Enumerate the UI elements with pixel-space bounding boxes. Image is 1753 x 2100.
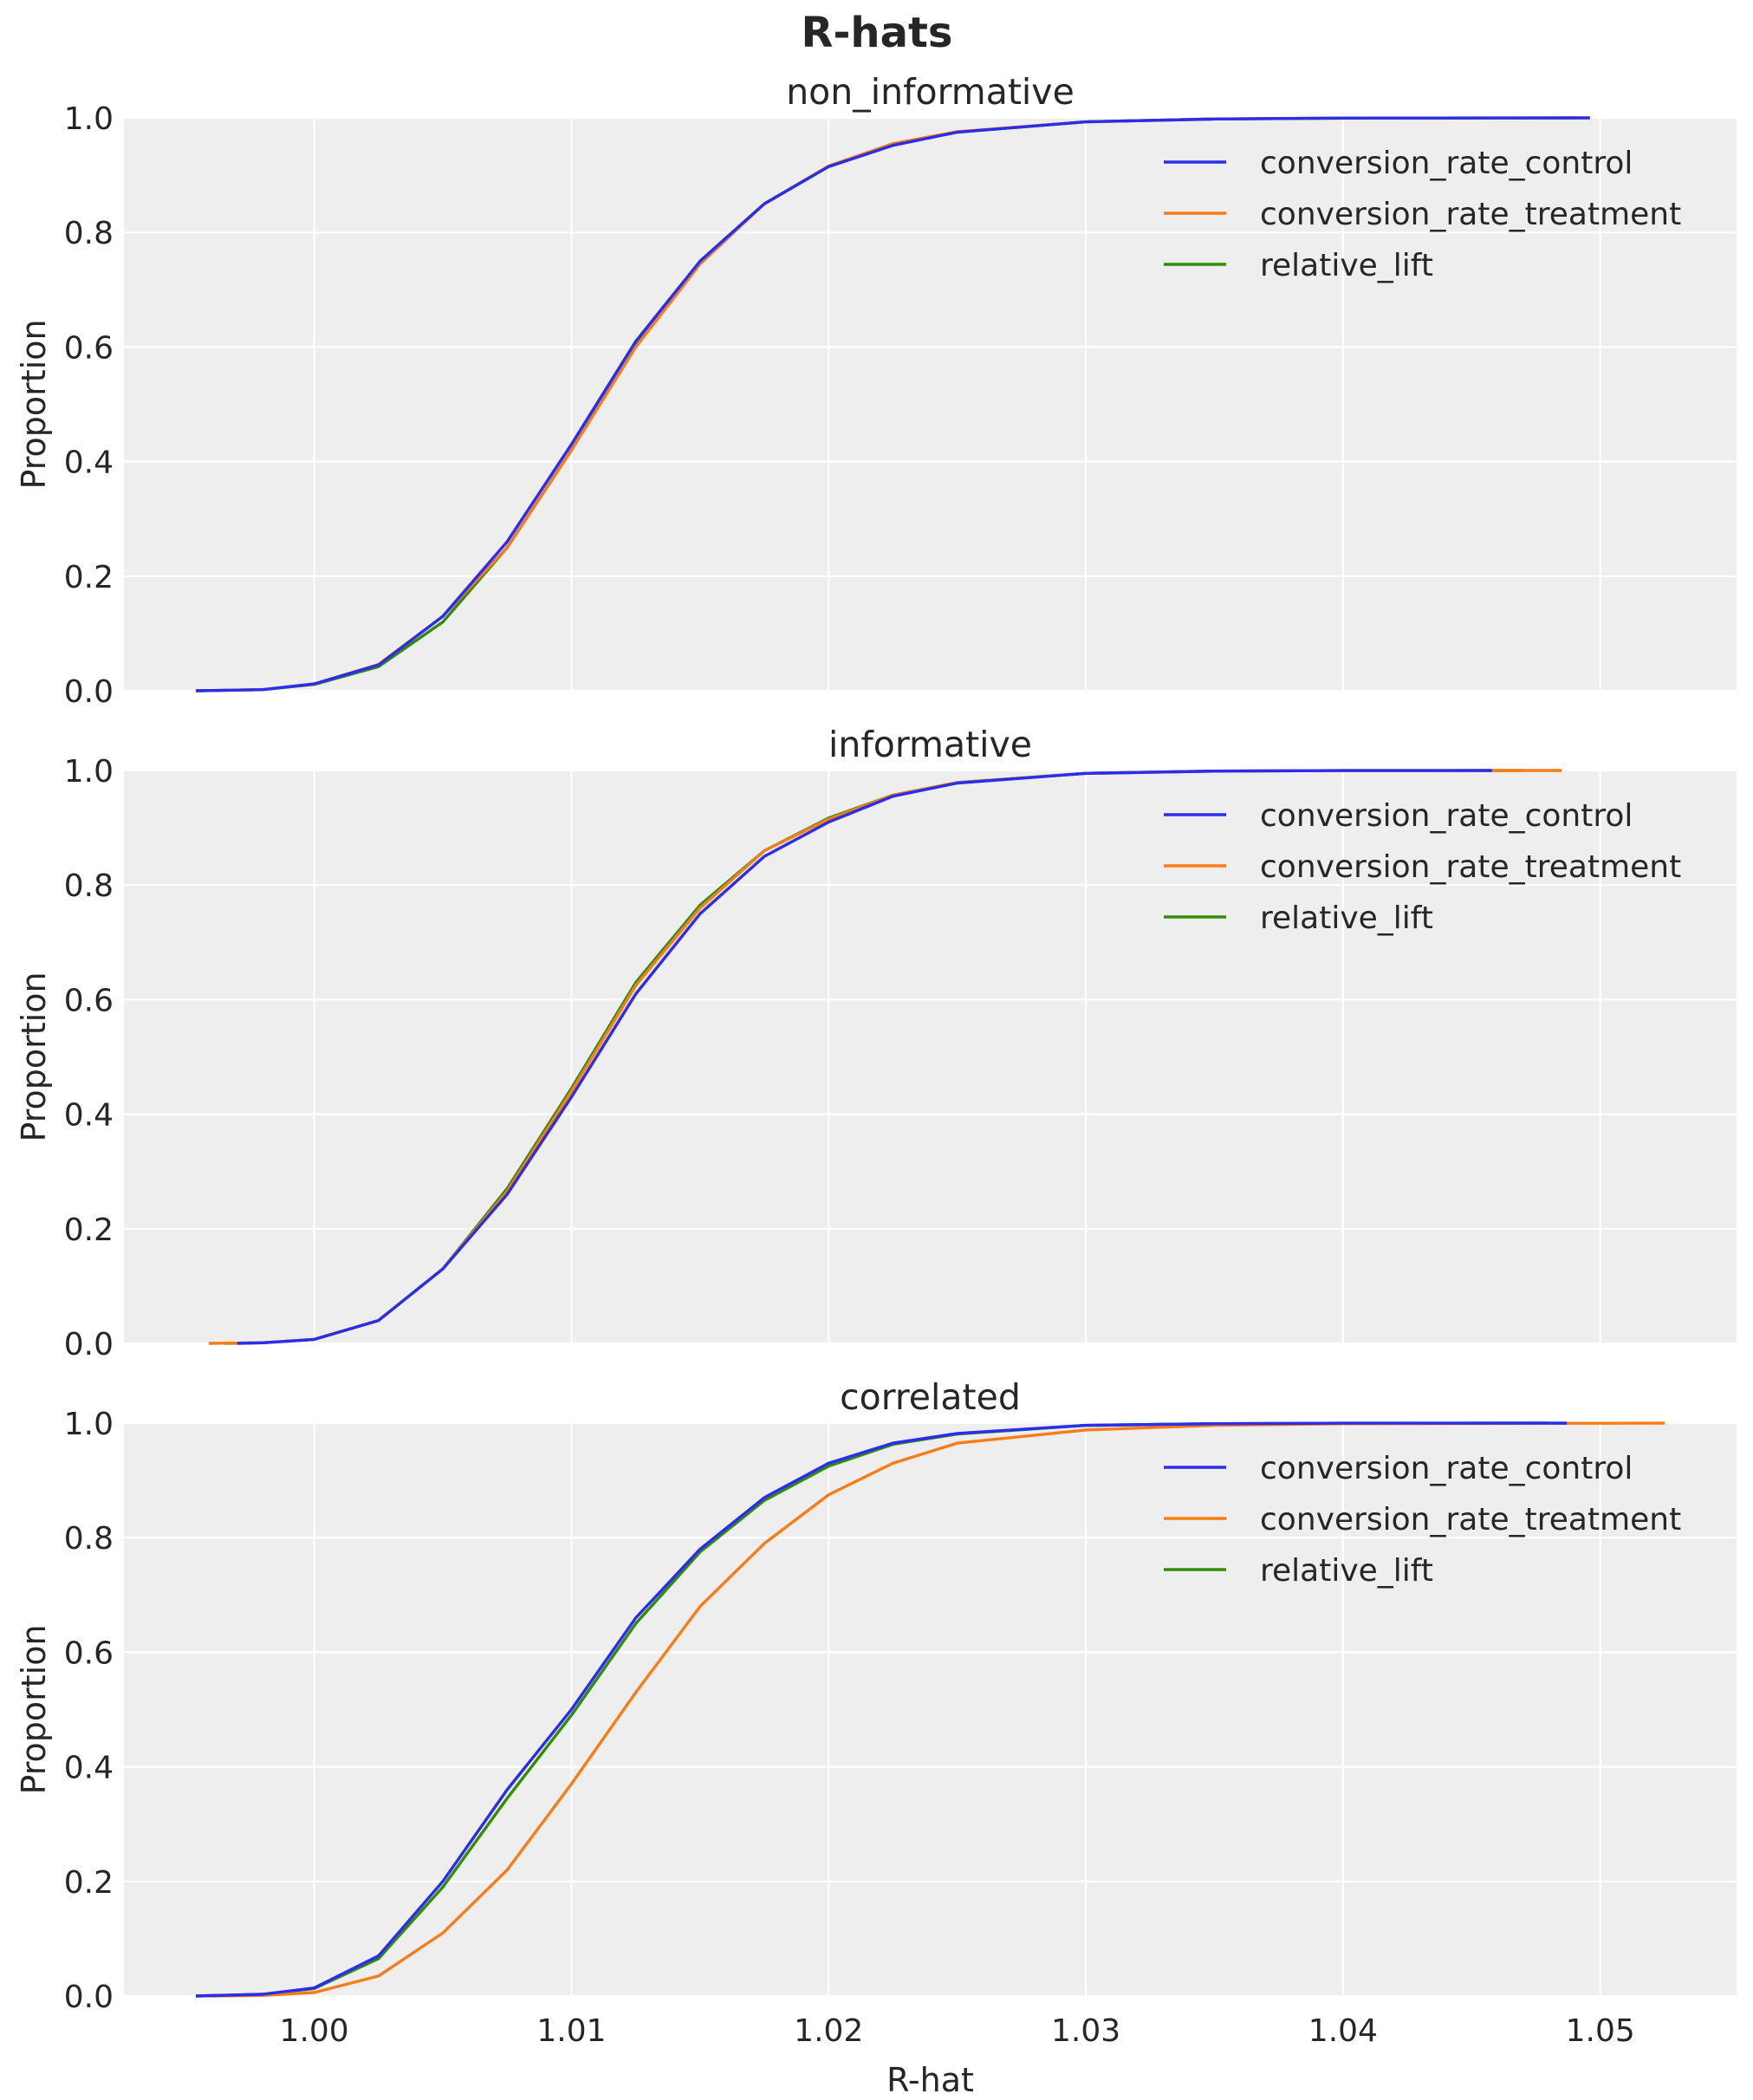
panel-correlated: 0.0 0.2 0.4 0.6 0.8 1.0 1.00 1.01 1.02 1.03 1.04 1.… [15,1376,1737,2099]
x-tick-label: 1.03 [1051,2013,1120,2049]
y-tick-label: 0.2 [64,1865,114,1901]
x-tick-label: 1.02 [794,2013,863,2049]
legend-label: conversion_rate_treatment [1260,1502,1681,1538]
legend-label: relative_lift [1260,1553,1433,1589]
y-tick-label: 1.0 [64,101,114,137]
figure-title: R-hats [802,9,953,57]
y-tick-label: 0.6 [64,983,114,1018]
y-tick-label: 0.4 [64,1098,114,1134]
y-tick-label: 0.0 [64,1980,114,2015]
y-tick-label: 0.4 [64,1751,114,1786]
series-line-conversion-rate-control [196,116,1590,692]
plot-area [124,770,1737,1343]
y-tick-label: 1.0 [64,754,114,790]
y-tick-label: 0.8 [64,868,114,904]
series-line-conversion-rate-control [237,769,1493,1345]
plot-area [124,1423,1737,1996]
y-tick-label: 0.2 [64,1213,114,1248]
y-tick-label: 0.0 [64,674,114,710]
panel-title: correlated [840,1376,1021,1418]
legend: conversion_rate_control conversion_rate_t… [1164,798,1681,936]
y-axis-label: Proportion [15,1624,53,1794]
x-tick-label: 1.05 [1566,2013,1635,2049]
panel-non-informative: 0.0 0.2 0.4 0.6 0.8 1.0 non_informative Proport… [15,71,1737,710]
legend: conversion_rate_control conversion_rate_t… [1164,146,1681,283]
y-tick-label: 0.8 [64,1521,114,1557]
y-tick-label: 0.2 [64,560,114,595]
panel-informative: 0.0 0.2 0.4 0.6 0.8 1.0 informative Proportion c… [15,724,1737,1362]
x-axis-label: R-hat [886,2061,974,2099]
x-tick-label: 1.04 [1308,2013,1378,2049]
x-tick-label: 1.01 [536,2013,606,2049]
legend-label: relative_lift [1260,248,1433,283]
y-tick-label: 0.6 [64,330,114,366]
y-tick-label: 0.6 [64,1635,114,1671]
legend-label: conversion_rate_control [1260,798,1633,834]
x-tick-label: 1.00 [280,2013,349,2049]
legend-label: conversion_rate_control [1260,1451,1633,1486]
y-tick-label: 1.0 [64,1407,114,1442]
legend-label: conversion_rate_treatment [1260,849,1681,885]
legend-label: conversion_rate_treatment [1260,197,1681,232]
legend: conversion_rate_control conversion_rate_t… [1164,1451,1681,1589]
panel-title: informative [828,724,1032,765]
series-line-conversion-rate-control [196,1421,1568,1998]
series-line-conversion-rate-treatment [211,1421,1665,1998]
y-axis-label: Proportion [15,972,53,1141]
y-tick-label: 0.8 [64,216,114,251]
y-tick-label: 0.0 [64,1327,114,1362]
legend-label: conversion_rate_control [1260,146,1633,181]
y-tick-label: 0.4 [64,445,114,481]
plot-area [124,118,1737,691]
y-axis-label: Proportion [15,319,53,489]
legend-label: relative_lift [1260,900,1433,936]
panel-title: non_informative [786,71,1075,113]
